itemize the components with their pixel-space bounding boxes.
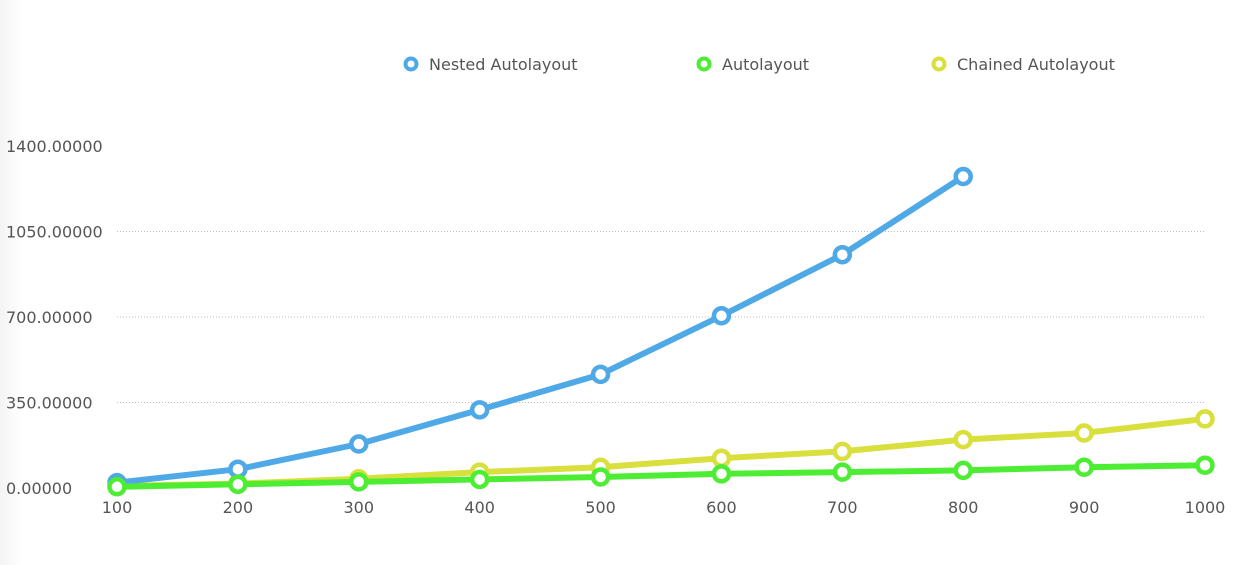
data-point-chained-autolayout: [953, 429, 973, 450]
x-axis-ticks: 100 200 300 400 500 600 700 800 900 1000: [102, 498, 1226, 517]
data-point-nested-autolayout: [832, 244, 853, 265]
series-autolayout: [107, 455, 1215, 497]
data-point-autolayout: [228, 474, 248, 495]
x-tick-label: 600: [706, 498, 737, 517]
series-line-nested-autolayout: [114, 173, 967, 486]
x-tick-label: 1000: [1185, 498, 1226, 517]
x-tick-label: 800: [948, 498, 979, 517]
x-tick-label: 300: [344, 498, 375, 517]
data-point-chained-autolayout: [1195, 409, 1215, 429]
x-tick-label: 400: [464, 498, 495, 517]
y-tick-label: 700.00000: [6, 308, 93, 327]
series-nested-autolayout: [107, 166, 973, 493]
y-tick-label: 0.00000: [6, 479, 72, 498]
y-tick-label: 1400.00000: [6, 137, 103, 156]
data-point-autolayout: [469, 469, 490, 490]
legend-label-autolayout: Autolayout: [722, 55, 809, 74]
data-point-nested-autolayout: [469, 400, 490, 420]
data-point-autolayout: [1195, 455, 1215, 476]
data-point-autolayout: [832, 462, 853, 482]
data-point-autolayout: [953, 460, 973, 481]
data-point-nested-autolayout: [590, 364, 611, 385]
data-point-autolayout: [349, 472, 369, 492]
legend: Nested Autolayout Autolayout Chained Autol…: [403, 55, 1115, 74]
x-tick-label: 100: [102, 498, 133, 517]
data-point-chained-autolayout: [1074, 423, 1094, 443]
y-tick-label: 350.00000: [6, 394, 93, 413]
legend-item-chained-autolayout: Chained Autolayout: [931, 55, 1115, 74]
legend-item-autolayout: Autolayout: [696, 55, 809, 74]
legend-label-chained-autolayout: Chained Autolayout: [957, 55, 1115, 74]
legend-marker-autolayout: [696, 56, 712, 72]
data-point-nested-autolayout: [711, 306, 732, 326]
data-point-autolayout: [1074, 457, 1094, 477]
x-tick-label: 200: [223, 498, 254, 517]
y-axis-ticks: 0.00000 350.00000 700.00000 1050.00000 1400.…: [6, 137, 103, 498]
x-tick-label: 700: [827, 498, 858, 517]
data-point-chained-autolayout: [832, 441, 853, 462]
legend-marker-nested-autolayout: [403, 56, 419, 72]
y-tick-label: 1050.00000: [6, 223, 103, 242]
data-point-chained-autolayout: [711, 448, 732, 468]
data-point-nested-autolayout: [228, 459, 248, 479]
x-tick-label: 500: [585, 498, 616, 517]
data-point-autolayout: [711, 464, 732, 484]
series-line-autolayout: [114, 462, 1208, 490]
data-point-autolayout: [590, 467, 611, 487]
legend-label-nested-autolayout: Nested Autolayout: [429, 55, 578, 74]
grid-lines: [117, 231, 1205, 403]
x-tick-label: 900: [1069, 498, 1100, 517]
data-point-autolayout: [107, 477, 127, 497]
data-point-nested-autolayout: [349, 434, 369, 454]
data-point-nested-autolayout: [953, 166, 973, 187]
series-group: [107, 166, 1215, 497]
legend-marker-chained-autolayout: [931, 56, 947, 72]
legend-item-nested-autolayout: Nested Autolayout: [403, 55, 578, 74]
